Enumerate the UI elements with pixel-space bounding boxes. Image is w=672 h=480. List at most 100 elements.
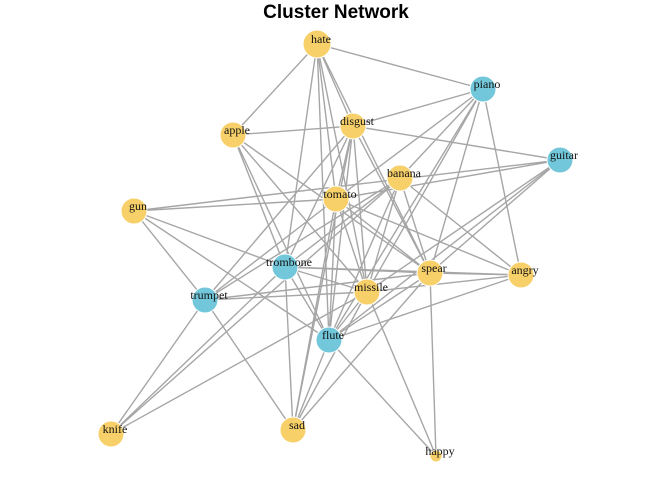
edge-hate-piano — [316, 43, 484, 90]
edge-piano-disgust — [352, 88, 484, 127]
node-gun[interactable]: gun — [120, 197, 148, 225]
edge-banana-flute — [328, 177, 401, 341]
edge-banana-spear — [399, 177, 431, 274]
edge-banana-knife — [110, 177, 401, 435]
edge-spear-happy — [429, 272, 437, 457]
node-happy[interactable]: happy — [425, 444, 455, 463]
node-circle[interactable] — [546, 146, 574, 174]
node-spear[interactable]: spear — [416, 259, 447, 287]
node-flute[interactable]: flute — [315, 326, 344, 354]
edge-angry-flute — [328, 274, 522, 341]
edge-tomato-spear — [335, 198, 431, 274]
node-missile[interactable]: missile — [353, 278, 388, 306]
node-label: trumpet — [190, 288, 228, 302]
edge-disgust-flute — [328, 125, 354, 341]
edge-banana-missile — [366, 177, 401, 293]
edge-missile-sad — [292, 291, 368, 431]
nodes-layer: hate piano apple disgust guitar banana tomato g… — [97, 29, 578, 463]
node-label: sad — [289, 418, 305, 432]
edge-piano-tomato — [335, 88, 484, 200]
edge-tomato-gun — [133, 198, 337, 212]
node-disgust[interactable]: disgust — [339, 112, 375, 140]
edges-layer — [110, 43, 561, 457]
edge-guitar-spear — [429, 159, 561, 274]
node-label: piano — [474, 77, 501, 91]
node-label: knife — [103, 422, 128, 436]
node-label: apple — [224, 123, 250, 137]
node-label: hate — [311, 32, 331, 46]
edge-piano-banana — [399, 88, 484, 179]
node-trombone[interactable]: trombone — [266, 253, 312, 281]
edge-trumpet-knife — [110, 299, 206, 435]
node-label: banana — [387, 166, 422, 180]
edge-hate-trombone — [284, 43, 318, 268]
edge-knife-missile — [110, 291, 368, 435]
edge-guitar-gun — [133, 159, 561, 212]
edge-flute-sad — [292, 339, 330, 431]
node-circle[interactable] — [271, 253, 299, 281]
node-circle[interactable] — [279, 416, 307, 444]
edge-apple-disgust — [232, 125, 354, 136]
edge-apple-missile — [232, 134, 368, 293]
node-label: disgust — [340, 114, 375, 128]
node-sad[interactable]: sad — [279, 416, 307, 444]
node-guitar[interactable]: guitar — [546, 146, 578, 174]
edge-spear-angry — [429, 272, 522, 276]
node-tomato[interactable]: tomato — [322, 185, 357, 213]
node-circle[interactable] — [120, 197, 148, 225]
node-circle[interactable] — [339, 112, 367, 140]
node-apple[interactable]: apple — [219, 121, 250, 149]
edge-trumpet-sad — [204, 299, 294, 431]
edge-piano-angry — [482, 88, 522, 276]
edge-hate-spear — [316, 43, 431, 274]
node-angry[interactable]: angry — [507, 261, 539, 289]
edge-hate-tomato — [316, 43, 337, 200]
edge-trombone-flute — [284, 266, 330, 341]
edge-guitar-flute — [328, 159, 561, 341]
node-hate[interactable]: hate — [302, 29, 332, 59]
edge-spear-flute — [328, 272, 431, 341]
node-label: flute — [322, 328, 344, 342]
node-circle[interactable] — [386, 164, 414, 192]
node-circle[interactable] — [219, 121, 247, 149]
edge-hate-missile — [316, 43, 368, 293]
edge-spear-sad — [292, 272, 431, 431]
node-label: tomato — [323, 187, 356, 201]
node-banana[interactable]: banana — [386, 164, 422, 192]
node-circle[interactable] — [507, 261, 535, 289]
node-circle[interactable] — [469, 75, 497, 103]
node-circle[interactable] — [322, 185, 350, 213]
edge-disgust-spear — [352, 125, 431, 274]
node-label: trombone — [266, 255, 312, 269]
edge-apple-flute — [232, 134, 330, 341]
edge-gun-flute — [133, 210, 330, 341]
node-label: spear — [421, 261, 446, 275]
node-piano[interactable]: piano — [469, 75, 501, 103]
node-circle[interactable] — [315, 326, 343, 354]
edge-hate-apple — [232, 43, 318, 136]
node-circle[interactable] — [416, 259, 444, 287]
edge-flute-happy — [328, 339, 437, 457]
edge-angry-missile — [366, 274, 522, 293]
edge-trumpet-spear — [204, 272, 431, 301]
node-knife[interactable]: knife — [97, 420, 128, 448]
node-circle[interactable] — [353, 278, 381, 306]
edge-banana-trombone — [284, 177, 401, 268]
edge-apple-trombone — [232, 134, 286, 268]
edge-tomato-sad — [292, 198, 337, 431]
node-circle[interactable] — [191, 286, 219, 314]
edge-tomato-missile — [335, 198, 368, 293]
node-circle[interactable] — [429, 449, 443, 463]
node-trumpet[interactable]: trumpet — [190, 286, 228, 314]
edge-guitar-missile — [366, 159, 561, 293]
node-circle[interactable] — [302, 29, 332, 59]
edge-hate-flute — [316, 43, 330, 341]
edge-disgust-guitar — [352, 125, 561, 161]
node-label: angry — [511, 263, 538, 277]
edge-trumpet-missile — [204, 291, 368, 301]
node-circle[interactable] — [97, 420, 125, 448]
node-label: happy — [425, 444, 454, 458]
edge-tomato-angry — [335, 198, 522, 276]
